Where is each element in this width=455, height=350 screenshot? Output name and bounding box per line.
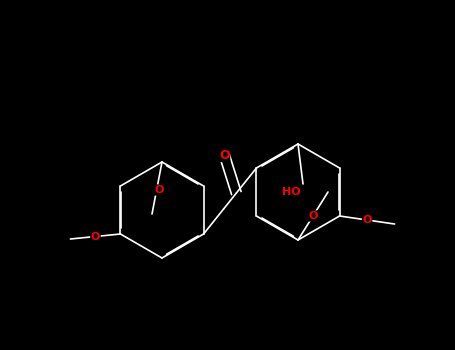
Text: O: O — [362, 215, 372, 225]
Text: HO: HO — [282, 187, 300, 197]
Text: O: O — [91, 231, 100, 242]
Text: O: O — [308, 211, 318, 221]
Text: O: O — [219, 149, 230, 162]
Text: O: O — [154, 185, 164, 195]
